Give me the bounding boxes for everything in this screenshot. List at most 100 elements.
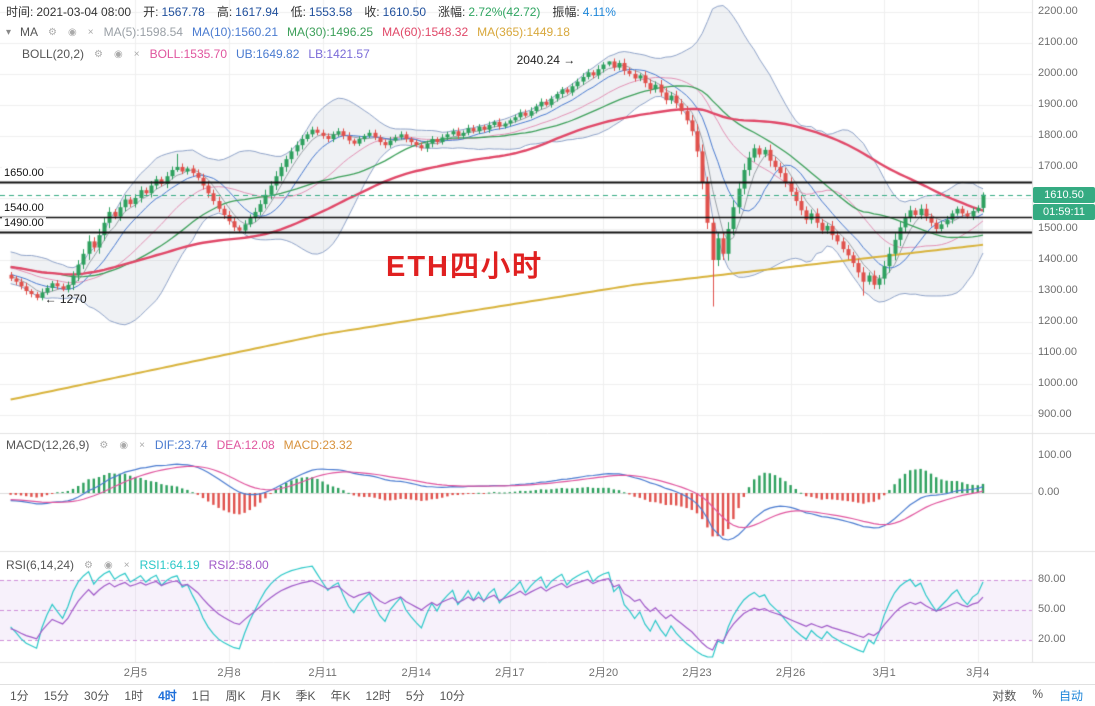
collapse-caret-icon[interactable]: ▾ [6,26,12,38]
ohlc-field: 振幅: 4.11% [552,3,615,20]
low-annotation: ← 1270 [44,292,87,307]
indicator-value: DIF:23.74 [154,438,208,452]
price-tick-label: 1100.00 [1038,346,1077,359]
date-label: 3月4 [966,667,990,679]
timeframe-15分[interactable]: 15分 [43,689,70,703]
ohlc-field-label: 低: [290,5,306,19]
indicator-value: RSI1:64.19 [139,558,200,572]
ohlc-field-label: 收: [364,5,380,19]
price-tick-label: 1900.00 [1038,97,1078,110]
timeframe-10分[interactable]: 10分 [439,689,465,703]
date-label: 2月11 [308,667,337,679]
eye-icon[interactable]: ◉ [68,26,77,38]
indicator-name: BOLL(20,2) [22,47,85,61]
ohlc-field-label: 时间: [6,5,34,19]
timeframe-12时[interactable]: 12时 [365,689,391,703]
ohlc-field-value: 1617.94 [235,4,279,19]
ohlc-field-value: 1610.50 [382,4,427,19]
symbol-watermark: ETH四小时 [386,251,544,283]
ohlc-field: 时间: 2021-03-04 08:00 [6,3,131,20]
indicator-value: MA(10):1560.21 [191,25,279,39]
ohlc-field-label: 涨幅: [438,5,466,19]
gear-icon[interactable]: ⚙ [48,26,57,38]
gear-icon[interactable]: ⚙ [94,48,104,60]
percent-scale-button[interactable]: % [1032,687,1043,701]
macd-tick-label: 0.00 [1038,486,1060,498]
ohlc-field-label: 高: [216,5,233,19]
indicator-value: MA(5):1598.54 [103,25,183,39]
date-label: 2月8 [217,667,241,679]
date-label: 2月20 [588,667,619,679]
price-axis[interactable]: 2200.00 2100.00 2000.00 1900.00 1800.00 1700.… [1034,0,1095,662]
price-tick-label: 1800.00 [1038,128,1078,141]
timeframe-30分[interactable]: 30分 [84,689,110,703]
date-label: 2月23 [682,667,712,679]
current-price-badge: 1610.50 [1033,186,1095,203]
eye-icon[interactable]: ◉ [104,559,113,571]
hline-price-label: 1540.00 [2,201,46,214]
ohlc-field: 收: 1610.50 [364,3,426,20]
price-tick-label: 900.00 [1038,408,1072,421]
price-tick-label: 1500.00 [1038,221,1078,234]
price-tick-label: 2000.00 [1038,66,1078,79]
indicator-value: UB:1649.82 [236,47,300,61]
timeframe-1分[interactable]: 1分 [10,689,29,703]
close-icon[interactable]: × [123,559,130,571]
indicator-value: RSI2:58.00 [208,558,269,572]
date-label: 2月14 [401,667,431,679]
indicator-value: MA(60):1548.32 [382,25,469,39]
rsi-indicator-bar: RSI(6,14,24) ⚙ ◉ × RSI1:64.19 RSI2:58.00 [6,558,269,572]
indicator-value: MA(365):1449.18 [477,25,570,39]
close-icon[interactable]: × [133,48,140,60]
date-label: 2月26 [775,667,806,679]
ohlc-field-value: 2021-03-04 08:00 [36,4,132,19]
ohlc-field: 涨幅: 2.72%(42.72) [438,3,540,20]
hline-price-label: 1490.00 [2,217,46,230]
indicator-value: MACD:23.32 [283,438,353,452]
timeframe-list: 1分 15分 30分 1时 4时 1日 周K 月K 季K 年K 12时 5分 10分 [0,687,992,704]
ohlc-field: 开: 1567.78 [143,3,205,20]
time-axis[interactable]: 2月5 2月8 2月11 2月14 2月17 2月20 2月23 2月26 3月1 3月4 [0,662,1032,684]
timeframe-季K[interactable]: 季K [295,689,316,703]
ohlc-field: 低: 1553.58 [291,3,353,20]
log-scale-button[interactable]: 对数 [992,689,1017,703]
eye-icon[interactable]: ◉ [114,48,123,60]
date-label: 2月5 [123,667,148,679]
ohlc-field-value: 4.11% [582,4,616,19]
timeframe-周K[interactable]: 周K [225,689,246,703]
ohlc-field-value: 1567.78 [161,4,205,19]
rsi-tick-label: 50.00 [1038,603,1066,615]
auto-scale-button[interactable]: 自动 [1058,689,1083,703]
indicator-name: MACD(12,26,9) [6,438,90,452]
timeframe-1日[interactable]: 1日 [191,689,211,703]
price-tick-label: 1000.00 [1038,377,1078,390]
close-icon[interactable]: × [87,26,94,38]
price-tick-label: 2100.00 [1038,35,1078,48]
indicator-name: MA [20,25,39,39]
indicator-value: BOLL:1535.70 [149,47,227,61]
countdown-badge: 01:59:11 [1033,203,1095,220]
gear-icon[interactable]: ⚙ [99,439,109,451]
ohlc-info-bar: 时间: 2021-03-04 08:00 开: 1567.78 高: 1617.94 低: 1… [6,3,616,20]
ma-indicator-bar: ▾ MA ⚙ ◉ × MA(5):1598.54 MA(10):1560.21 MA(30):… [6,25,570,39]
indicator-value: LB:1421.57 [308,47,370,61]
date-label: 2月17 [495,667,525,679]
timeframe-5分[interactable]: 5分 [405,689,425,703]
price-tick-label: 1200.00 [1038,315,1078,328]
close-icon[interactable]: × [139,439,145,451]
eye-icon[interactable]: ◉ [119,439,129,451]
price-tick-label: 1300.00 [1038,284,1078,296]
timeframe-年K[interactable]: 年K [330,689,351,703]
timeframe-月K[interactable]: 月K [260,689,281,703]
timeframe-1时[interactable]: 1时 [124,689,144,703]
hline-price-label: 1650.00 [2,167,46,180]
gear-icon[interactable]: ⚙ [84,559,94,571]
date-label: 3月1 [872,667,896,679]
macd-indicator-bar: MACD(12,26,9) ⚙ ◉ × DIF:23.74 DEA:12.08 MACD:2… [6,438,352,452]
rsi-tick-label: 80.00 [1038,573,1066,585]
timeframe-4时[interactable]: 4时 [158,689,177,703]
price-tick-label: 1700.00 [1038,159,1078,172]
ohlc-field-value: 2.72%(42.72) [468,4,541,19]
price-tick-label: 1400.00 [1038,252,1078,265]
